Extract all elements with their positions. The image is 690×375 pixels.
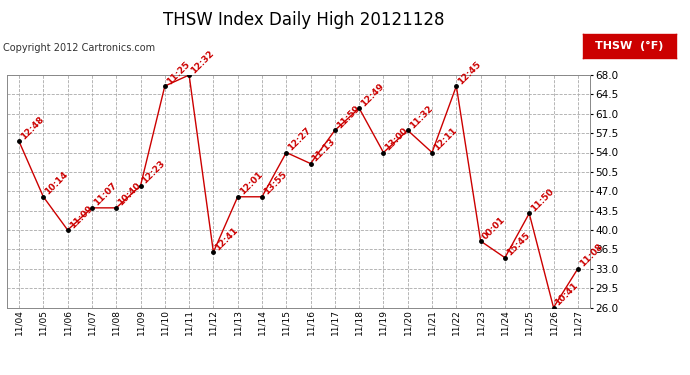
Text: 11:08: 11:08	[578, 242, 604, 269]
Text: 15:45: 15:45	[505, 231, 531, 258]
Text: 10:14: 10:14	[43, 170, 70, 197]
Text: 00:01: 00:01	[481, 215, 507, 241]
Text: THSW Index Daily High 20121128: THSW Index Daily High 20121128	[163, 11, 444, 29]
Text: 11:59: 11:59	[335, 104, 362, 130]
Text: 10:41: 10:41	[553, 281, 580, 308]
Text: 11:50: 11:50	[529, 187, 555, 213]
Text: 11:13: 11:13	[310, 137, 337, 164]
Text: 12:01: 12:01	[237, 170, 264, 197]
Text: 12:23: 12:23	[141, 159, 167, 186]
Text: 12:27: 12:27	[286, 126, 313, 153]
Text: 11:09: 11:09	[68, 203, 95, 230]
Text: 12:49: 12:49	[359, 81, 386, 108]
Text: 12:32: 12:32	[189, 48, 216, 75]
Text: 13:55: 13:55	[262, 170, 288, 197]
Text: 10:40: 10:40	[116, 182, 143, 208]
Text: Copyright 2012 Cartronics.com: Copyright 2012 Cartronics.com	[3, 43, 155, 53]
Text: 12:48: 12:48	[19, 115, 46, 141]
Text: 11:07: 11:07	[92, 181, 119, 208]
Text: THSW  (°F): THSW (°F)	[595, 41, 664, 51]
Text: 13:00: 13:00	[384, 126, 410, 153]
Text: 12:11: 12:11	[432, 126, 459, 153]
Text: 12:41: 12:41	[213, 225, 240, 252]
Text: 11:25: 11:25	[165, 60, 191, 86]
Text: 11:32: 11:32	[408, 104, 434, 130]
Text: 12:45: 12:45	[456, 59, 483, 86]
